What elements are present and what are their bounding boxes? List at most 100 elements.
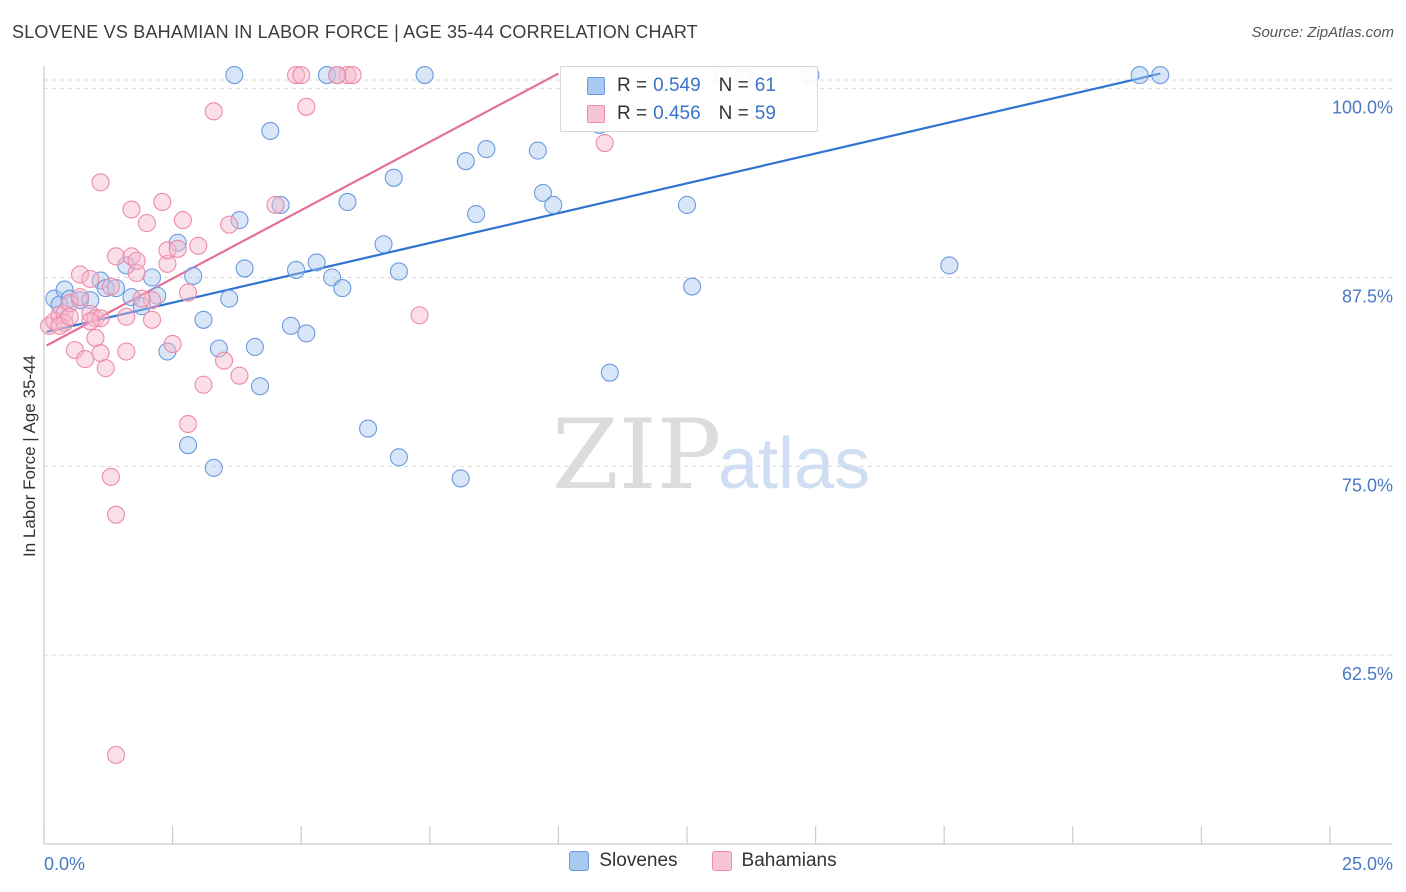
slovene-point (55, 280, 74, 299)
bahamian-point (292, 66, 311, 85)
legend-r-label: R = (617, 103, 648, 124)
watermark-atlas: atlas (718, 424, 870, 504)
y-tick-label: 100.0% (1332, 98, 1393, 118)
slovene-point (451, 469, 470, 488)
chart-source: Source: ZipAtlas.com (1251, 24, 1394, 41)
bahamian-point (137, 214, 156, 233)
slovene-point (940, 256, 959, 275)
slovene-point (178, 436, 198, 455)
legend-r-value: 0.456 (653, 103, 701, 124)
correlation-legend: R = 0.549 N = 61 R = 0.456 N = 59 (560, 66, 818, 132)
bahamian-point (96, 359, 115, 378)
slovene-point (168, 233, 187, 252)
series-legend: Slovenes Bahamians (0, 850, 1406, 872)
bahamian-point (101, 277, 120, 296)
slovene-trendline (46, 72, 1161, 333)
y-tick-label: 75.0% (1342, 475, 1393, 495)
slovene-point (317, 66, 336, 85)
bahamian-point (153, 192, 172, 212)
bahamian-point (338, 66, 357, 85)
y-tick-label: 62.5% (1342, 664, 1393, 684)
bahamian-point (178, 414, 198, 434)
slovene-point (333, 279, 352, 298)
points-layer (40, 66, 1170, 764)
bahamian-point (266, 195, 285, 215)
bahamian-point (127, 251, 146, 270)
slovene-point (683, 277, 702, 296)
bahamian-point (122, 200, 141, 219)
bahamian-point (178, 283, 198, 302)
bahamian-point (65, 340, 84, 360)
slovene-point (235, 259, 254, 278)
slovene-point (261, 121, 280, 141)
legend-item-slovenes[interactable]: Slovenes (569, 850, 678, 872)
bahamian-point (158, 254, 177, 273)
slovene-point (307, 253, 326, 272)
slovene-point (415, 66, 434, 85)
slovene-point (359, 419, 378, 438)
labels-layer: 62.5% 75.0% 87.5% 100.0% 0.0% 25.0% (44, 98, 1393, 874)
bahamian-point (142, 310, 162, 329)
legend-swatch-bahamians (711, 851, 732, 871)
chart-title: SLOVENE VS BAHAMIAN IN LABOR FORCE | AGE… (12, 22, 698, 42)
grid-layer (44, 79, 1392, 656)
bahamian-point (86, 309, 105, 328)
bahamian-point (55, 313, 74, 332)
slovene-point (184, 266, 203, 286)
bahamian-point (86, 328, 105, 347)
slovene-point (389, 262, 408, 281)
legend-row-slovenes: R = 0.549 N = 61 (587, 73, 776, 99)
x-tick-label: 25.0% (1342, 854, 1393, 874)
bahamian-trendline (46, 72, 559, 347)
slovene-point (194, 310, 213, 329)
bahamian-point (70, 288, 90, 307)
slovene-point (338, 192, 357, 212)
legend-row-bahamians: R = 0.456 N = 59 (587, 101, 776, 127)
watermark: ZIP atlas (552, 399, 870, 511)
legend-r-label: R = (617, 75, 648, 96)
bahamian-point (194, 375, 213, 394)
legend-swatch-blue (587, 77, 605, 95)
bahamian-point (91, 343, 110, 363)
legend-n-value: 59 (754, 103, 776, 124)
bahamian-point (76, 350, 95, 369)
bahamian-point (287, 66, 306, 85)
bahamian-point (106, 247, 126, 266)
bahamian-point (168, 239, 187, 258)
slovene-point (533, 183, 553, 202)
bahamian-point (189, 236, 208, 255)
bahamian-point (60, 294, 79, 313)
slovene-point (384, 168, 403, 187)
slovene-point (528, 141, 547, 160)
bahamian-point (173, 211, 192, 230)
bahamian-point (163, 334, 182, 354)
x-tick-label: 0.0% (44, 854, 85, 874)
slovene-point (132, 297, 151, 316)
bahamian-point (81, 269, 100, 289)
slovene-point (204, 458, 223, 477)
axes-layer (43, 66, 1392, 845)
slovene-point (142, 268, 162, 287)
bahamian-point (50, 316, 69, 335)
slovene-point (389, 448, 408, 467)
bahamian-point (60, 307, 79, 326)
bahamian-point (132, 289, 151, 308)
slovene-point (117, 256, 136, 275)
bahamian-point (220, 215, 239, 234)
legend-item-bahamians[interactable]: Bahamians (711, 850, 837, 872)
slovene-point (467, 204, 486, 224)
legend-label-slovenes: Slovenes (599, 850, 678, 871)
legend-n-label: N = (718, 103, 749, 124)
slovene-point (81, 291, 100, 310)
legend-n-value: 61 (754, 75, 776, 96)
bahamian-point (101, 467, 120, 486)
trend-layer (46, 72, 1161, 347)
slovene-point (220, 289, 239, 308)
slovene-point (271, 195, 290, 215)
slovene-point (287, 260, 306, 279)
slovene-point (297, 324, 316, 343)
bahamian-point (117, 342, 136, 361)
slovene-point (544, 195, 563, 215)
bahamian-point (410, 306, 429, 325)
